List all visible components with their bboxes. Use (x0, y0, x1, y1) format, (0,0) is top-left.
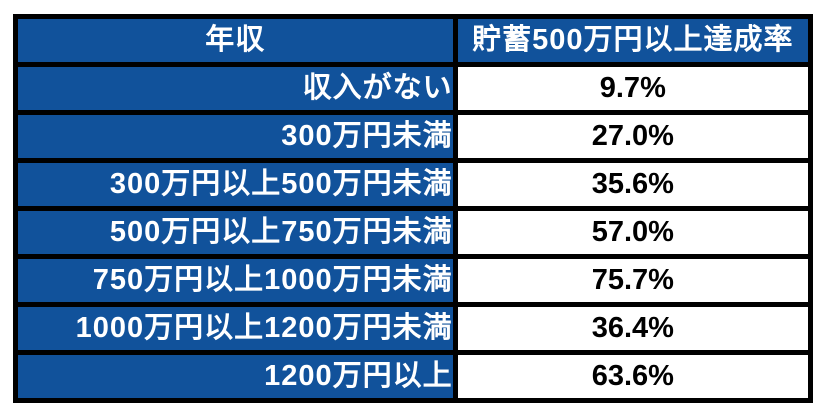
rate-value-cell: 63.6% (452, 350, 814, 403)
rate-value-cell: 27.0% (452, 110, 814, 163)
income-label-cell: 1000万円以上1200万円未満 (13, 302, 458, 355)
table-header: 年収 貯蓄500万円以上達成率 (13, 14, 814, 67)
rate-value-cell: 57.0% (452, 206, 814, 259)
table-row: 1200万円以上 63.6% (13, 350, 814, 403)
table-row: 500万円以上750万円未満 57.0% (13, 206, 814, 259)
table-row: 300万円以上500万円未満 35.6% (13, 158, 814, 211)
table-body: 収入がない 9.7% 300万円未満 27.0% 300万円以上500万円未満 … (13, 62, 814, 403)
rate-value-cell: 9.7% (452, 62, 814, 115)
column-header-rate: 貯蓄500万円以上達成率 (452, 14, 814, 67)
income-label-cell: 750万円以上1000万円未満 (13, 254, 458, 307)
table-row: 1000万円以上1200万円未満 36.4% (13, 302, 814, 355)
rate-value-cell: 75.7% (452, 254, 814, 307)
income-label-cell: 1200万円以上 (13, 350, 458, 403)
table-row: 750万円以上1000万円未満 75.7% (13, 254, 814, 307)
table-row: 収入がない 9.7% (13, 62, 814, 115)
income-label-cell: 300万円以上500万円未満 (13, 158, 458, 211)
income-label-cell: 500万円以上750万円未満 (13, 206, 458, 259)
income-savings-table: 年収 貯蓄500万円以上達成率 収入がない 9.7% 300万円未満 27.0%… (13, 14, 814, 403)
income-savings-table-container: 年収 貯蓄500万円以上達成率 収入がない 9.7% 300万円未満 27.0%… (13, 14, 814, 403)
rate-value-cell: 36.4% (452, 302, 814, 355)
table-row: 300万円未満 27.0% (13, 110, 814, 163)
column-header-income: 年収 (13, 14, 458, 67)
income-label-cell: 収入がない (13, 62, 458, 115)
rate-value-cell: 35.6% (452, 158, 814, 211)
income-label-cell: 300万円未満 (13, 110, 458, 163)
header-row: 年収 貯蓄500万円以上達成率 (13, 14, 814, 67)
